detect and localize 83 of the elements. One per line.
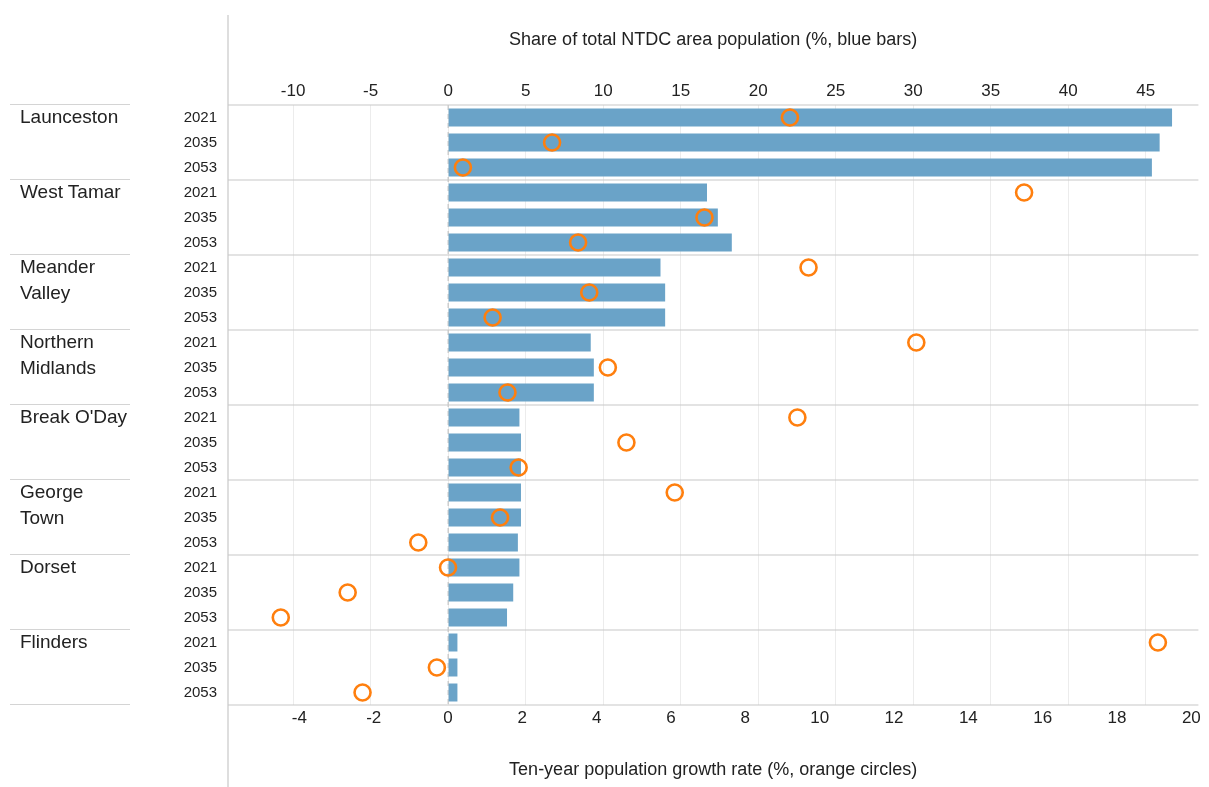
y-tick-label: 2053 (183, 232, 217, 250)
x2-tick-label: 40 (1058, 81, 1078, 101)
point (788, 408, 807, 427)
y-tick-label: 2035 (183, 507, 217, 525)
x-axis-title: Ten-year population growth rate (%, orange circles) (509, 759, 918, 780)
point (907, 333, 926, 352)
point (780, 108, 800, 127)
y-tick-label: 2035 (183, 282, 217, 300)
x2-axis-title: Share of total NTDC area population (%, blue bars) (509, 28, 918, 49)
point (598, 358, 618, 377)
x2-tick-label: 45 (1136, 81, 1156, 101)
y-tick-label: 2021 (183, 182, 217, 200)
x2-tick-label: 25 (826, 81, 846, 101)
point (498, 383, 517, 402)
y-tick-label: 2035 (183, 357, 217, 375)
x-tick-label: -4 (291, 707, 307, 727)
x2-tick-label: 15 (671, 81, 691, 101)
y-tick-label: 2053 (183, 607, 217, 625)
x2-tick-label: 35 (981, 81, 1001, 101)
x-tick-label: 16 (1033, 707, 1053, 727)
y-tick-label: 2021 (183, 482, 217, 500)
point (568, 233, 588, 252)
point (509, 458, 528, 477)
x2-tick-label: 10 (593, 81, 613, 101)
point (453, 158, 473, 177)
x-tick-label: -2 (366, 707, 382, 727)
x2-tick-label: 20 (748, 81, 768, 101)
x-tick-label: 14 (958, 707, 978, 727)
y-tick-label: 2035 (183, 432, 217, 450)
text: West Tamar (20, 180, 122, 202)
y-tick-label: 2021 (183, 107, 217, 125)
point (438, 558, 458, 577)
y-tick-label: 2021 (183, 407, 217, 425)
x-tick-label: 0 (443, 707, 453, 727)
x-tick-label: 18 (1107, 707, 1127, 727)
text: Launceston (20, 105, 119, 127)
x-tick-label: 2 (517, 707, 528, 727)
text: Dorset (20, 555, 77, 577)
x-tick-label: 8 (740, 707, 751, 727)
y-tick-label: 2053 (183, 307, 217, 325)
y-tick-label: 2035 (183, 132, 217, 150)
x2-tick-label: 5 (520, 81, 531, 101)
y-tick-label: 2021 (183, 332, 217, 350)
point (1014, 183, 1034, 202)
y-tick-label: 2053 (183, 157, 217, 175)
point (271, 608, 291, 627)
y-tick-label: 2021 (183, 632, 217, 650)
point (695, 208, 714, 227)
x2-tick-label: 0 (443, 81, 453, 101)
point (427, 658, 447, 677)
text: George Town (20, 480, 84, 528)
y-tick-label: 2035 (183, 582, 217, 600)
x2-tick-label: -10 (280, 81, 306, 101)
point (542, 133, 562, 152)
y-tick-label: 2035 (183, 657, 217, 675)
text: Break O'Day (20, 405, 128, 427)
y-tick-label: 2035 (183, 207, 217, 225)
y-tick-label: 2053 (183, 682, 217, 700)
point (408, 533, 428, 552)
text: Flinders (20, 630, 88, 652)
point (579, 283, 599, 302)
point (490, 508, 510, 527)
y-tick-label: 2053 (183, 532, 217, 550)
x-tick-label: 4 (591, 707, 602, 727)
x2-tick-label: -5 (363, 81, 379, 101)
y-tick-label: 2021 (183, 557, 217, 575)
x-tick-label: 10 (810, 707, 830, 727)
y-tick-label: 2053 (183, 457, 217, 475)
point (1148, 633, 1168, 652)
point (799, 258, 818, 277)
text: Meander Valley (20, 255, 96, 303)
point (665, 483, 685, 502)
text: Northern Midlands (20, 330, 97, 378)
point (338, 583, 357, 602)
y-tick-label: 2021 (183, 257, 217, 275)
point (483, 308, 502, 327)
x-tick-label: 20 (1181, 707, 1201, 727)
x-tick-label: 6 (666, 707, 676, 727)
y-tick-label: 2053 (183, 382, 217, 400)
x-tick-label: 12 (884, 707, 904, 727)
x2-tick-label: 30 (903, 81, 923, 101)
point (353, 683, 372, 702)
point (617, 433, 636, 452)
